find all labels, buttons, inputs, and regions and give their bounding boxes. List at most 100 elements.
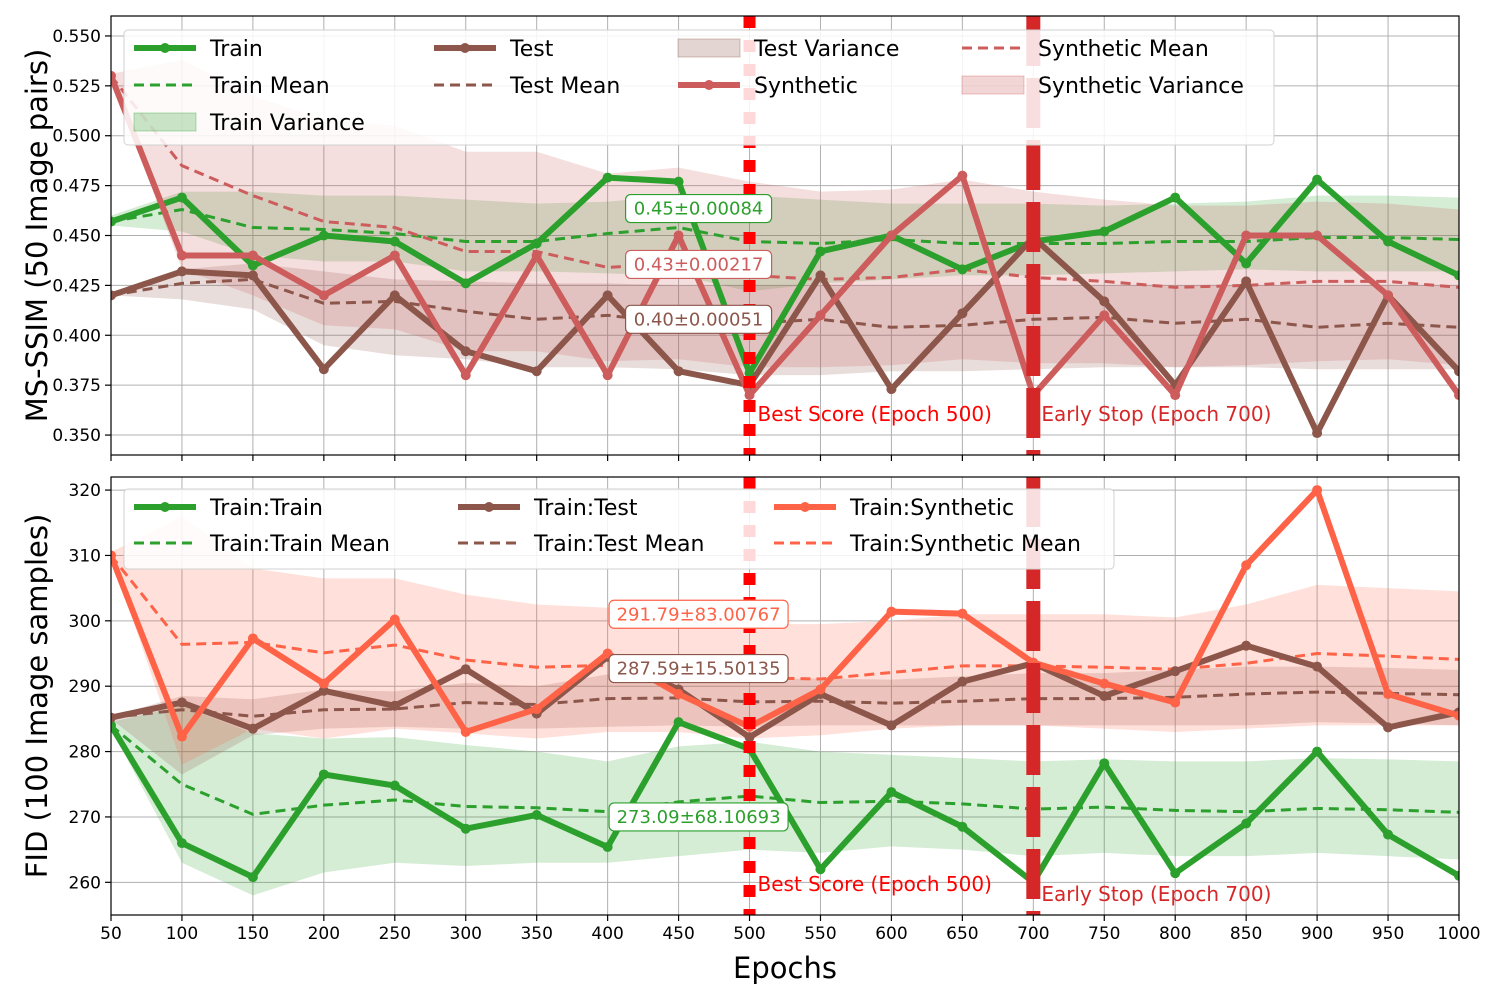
legend-label: Test Variance	[753, 37, 899, 62]
y-tick-label: 320	[69, 481, 101, 501]
early-stop-label: Early Stop (Epoch 700)	[1041, 882, 1271, 906]
y-tick-label: 0.500	[52, 127, 101, 147]
band-train-train-variance	[111, 705, 1459, 896]
data-point	[1170, 868, 1181, 879]
mean-line-train-train-mean	[111, 724, 1459, 816]
data-point	[602, 842, 613, 853]
data-point	[1383, 236, 1394, 247]
data-point	[1241, 560, 1252, 571]
data-point	[389, 780, 400, 791]
legend-label: Synthetic Variance	[1038, 74, 1244, 99]
data-point	[460, 823, 471, 834]
x-axis-label: Epochs	[733, 951, 837, 985]
data-point	[247, 260, 258, 271]
data-point	[1099, 758, 1110, 769]
annotation-box	[608, 653, 789, 684]
x-tick-label: 900	[1301, 924, 1333, 944]
x-tick-label: 200	[308, 924, 340, 944]
data-point	[247, 872, 258, 883]
data-point	[1454, 270, 1459, 281]
legend-swatch	[677, 38, 741, 58]
legend-label: Train:Train Mean	[209, 532, 390, 557]
data-point	[602, 370, 613, 381]
x-tick-label: 850	[1230, 924, 1262, 944]
data-point	[1454, 710, 1459, 721]
data-point	[111, 216, 116, 227]
data-point	[744, 390, 755, 401]
data-point	[673, 689, 684, 700]
data-point	[957, 676, 968, 687]
plot-area	[111, 59, 1459, 439]
mean-line-train-test-mean	[111, 690, 1459, 720]
x-tick-label: 400	[591, 924, 623, 944]
data-point	[460, 278, 471, 289]
series-line-train	[111, 174, 1459, 377]
data-point	[1312, 746, 1323, 757]
data-point	[176, 838, 187, 849]
fid-panel: Best Score (Epoch 500) Early Stop (Epoch …	[20, 476, 1481, 944]
legend-box	[123, 488, 1115, 570]
data-point	[886, 384, 897, 395]
x-tick-label: 800	[1159, 924, 1191, 944]
data-point	[318, 769, 329, 780]
data-point	[1454, 870, 1459, 881]
data-point	[673, 717, 684, 728]
y-tick-label: 0.550	[52, 27, 101, 47]
data-point	[886, 230, 897, 241]
best-score-label: Best Score (Epoch 500)	[758, 402, 992, 426]
data-point	[815, 310, 826, 321]
data-point	[111, 712, 116, 723]
best-score-label: Best Score (Epoch 500)	[758, 872, 992, 896]
data-point	[111, 70, 116, 81]
data-point	[1383, 829, 1394, 840]
axes-frame	[110, 476, 1460, 916]
annotation-label: 0.43±0.00217	[634, 254, 764, 275]
legend-marker	[160, 502, 170, 512]
data-point	[1241, 230, 1252, 241]
data-point	[176, 731, 187, 742]
legend-label: Train:Test Mean	[533, 532, 704, 557]
data-point	[176, 697, 187, 708]
mean-line-train-mean	[111, 208, 1459, 245]
ms-ssim-panel: Best Score (Epoch 500) Early Stop (Epoch …	[20, 15, 1460, 461]
x-tick-label: 650	[946, 924, 978, 944]
annotation-label: 273.09±68.10693	[617, 807, 781, 828]
data-point	[460, 726, 471, 737]
data-point	[886, 720, 897, 731]
data-point	[602, 290, 613, 301]
y-tick-label: 0.425	[52, 276, 101, 296]
data-point	[957, 308, 968, 319]
data-point	[111, 290, 116, 301]
data-point	[1312, 661, 1323, 672]
data-point	[247, 633, 258, 644]
data-point	[247, 250, 258, 261]
x-tick-label: 600	[875, 924, 907, 944]
legend-label: Train:Train	[209, 496, 323, 521]
legend-marker	[160, 43, 170, 53]
data-point	[1099, 296, 1110, 307]
data-point	[1241, 818, 1252, 829]
data-point	[815, 684, 826, 695]
data-point	[957, 170, 968, 181]
legend-label: Synthetic	[754, 74, 858, 99]
annotation-box	[624, 249, 773, 280]
legend-label: Test	[509, 37, 554, 62]
band-train-test-variance	[111, 666, 1459, 775]
data-point	[957, 608, 968, 619]
data-point	[247, 723, 258, 734]
data-point	[1312, 485, 1323, 496]
data-point	[1099, 310, 1110, 321]
mean-line-test-mean	[111, 277, 1459, 329]
y-tick-label: 260	[69, 873, 101, 893]
annotation-label: 0.45±0.00084	[634, 199, 764, 220]
data-point	[1099, 226, 1110, 237]
data-point	[531, 809, 542, 820]
legend-label: Test Mean	[509, 74, 620, 99]
data-point	[176, 192, 187, 203]
legend-swatch	[961, 75, 1025, 95]
data-point	[389, 290, 400, 301]
data-point	[1454, 366, 1459, 377]
x-tick-label: 1000	[1437, 924, 1480, 944]
legend: Train Train Mean Train Variance Test Test Me…	[123, 29, 1275, 146]
data-point	[815, 864, 826, 875]
